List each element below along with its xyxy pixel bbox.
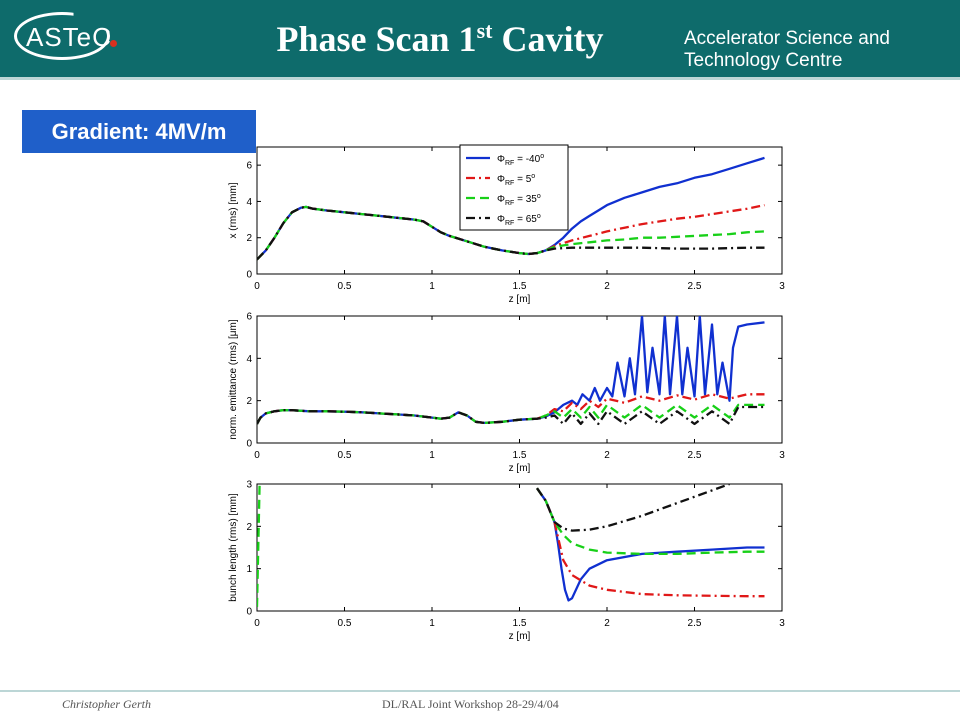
- legend-value: = 5: [514, 174, 531, 185]
- x-tick-label: 3: [779, 618, 785, 629]
- plot-3: 0 0.5 1 1.5 2 2.5 3 0 1 2 3 z [m] bunch length (rms)…: [228, 480, 785, 643]
- legend-value: = 35: [514, 194, 537, 205]
- header-bar: [0, 0, 960, 77]
- series-line-3: [257, 205, 765, 261]
- x-tick-label: 2: [604, 618, 610, 629]
- series-line-4: [536, 484, 730, 532]
- x-tick-label: 1: [429, 618, 435, 629]
- legend-sub: RF: [505, 180, 514, 187]
- footer-author: Christopher Gerth: [62, 697, 152, 711]
- series-line-3: [536, 487, 765, 556]
- y-tick-label: 3: [246, 480, 252, 491]
- y-tick-label: 2: [246, 522, 252, 533]
- legend-value: = -40: [514, 154, 540, 165]
- x-tick-label: 3: [779, 281, 785, 292]
- x-tick-label: 0: [254, 618, 260, 629]
- organization-name: Accelerator Science and Technology Centr…: [684, 28, 890, 71]
- logo-text: ASTeC: [26, 22, 112, 52]
- plot-frame: [256, 483, 783, 612]
- x-axis-label: z [m]: [509, 463, 531, 474]
- footer-divider: [0, 690, 960, 692]
- legend-entry: ΦRF = 5o: [497, 173, 535, 187]
- x-tick-label: 2.5: [688, 450, 702, 461]
- legend-phi: Φ: [497, 194, 505, 205]
- header-divider: [0, 77, 960, 80]
- legend-entry: ΦRF = -40o: [497, 153, 544, 167]
- y-tick-label: 4: [246, 197, 252, 208]
- x-tick-label: 0: [254, 281, 260, 292]
- series-line-1: [536, 487, 765, 602]
- y-tick-label: 0: [246, 607, 252, 618]
- page-title: Phase Scan 1st Cavity: [230, 15, 650, 63]
- legend-phi: Φ: [497, 214, 505, 225]
- y-tick-label: 6: [246, 161, 252, 172]
- x-tick-label: 2: [604, 450, 610, 461]
- logo-ring-icon: [14, 12, 110, 60]
- x-tick-label: 0.5: [338, 450, 352, 461]
- x-tick-label: 0: [254, 450, 260, 461]
- y-axis-label: norm. emittance (rms) [μm]: [228, 319, 239, 439]
- legend-entry: ΦRF = 65o: [497, 213, 541, 227]
- title-superscript: st: [476, 18, 493, 43]
- legend-box: [459, 144, 569, 231]
- legend-sub: RF: [505, 200, 514, 207]
- y-tick-label: 1: [246, 564, 252, 575]
- legend-phi: Φ: [497, 154, 505, 165]
- x-tick-label: 3: [779, 450, 785, 461]
- legend-sub: RF: [505, 160, 514, 167]
- series-line-4: [257, 205, 765, 261]
- x-tick-label: 2: [604, 281, 610, 292]
- legend-degree: o: [537, 193, 541, 200]
- y-axis-label: x (rms) [mm]: [228, 182, 239, 238]
- legend-sub: RF: [505, 220, 514, 227]
- series-line-2: [257, 393, 765, 425]
- legend-phi: Φ: [497, 174, 505, 185]
- series-line-4: [257, 405, 765, 426]
- astec-logo: ASTeC: [14, 12, 124, 64]
- legend-entry: ΦRF = 35o: [497, 193, 541, 207]
- y-tick-label: 6: [246, 312, 252, 323]
- y-tick-label: 2: [246, 396, 252, 407]
- y-tick-label: 0: [246, 270, 252, 281]
- x-tick-label: 2.5: [688, 618, 702, 629]
- logo-dot-icon: [110, 40, 117, 47]
- footer-event: DL/RAL Joint Workshop 28-29/4/04: [382, 697, 559, 711]
- x-axis-label: z [m]: [509, 631, 531, 642]
- x-tick-label: 0.5: [338, 281, 352, 292]
- legend-value: = 65: [514, 214, 537, 225]
- gradient-badge: Gradient: 4MV/m: [22, 110, 256, 153]
- legend-degree: o: [531, 173, 535, 180]
- x-tick-label: 2.5: [688, 281, 702, 292]
- x-axis-label: z [m]: [509, 294, 531, 305]
- plot-2: 0 0.5 1 1.5 2 2.5 3 0 2 4 6 z [m] norm. emittance (r…: [228, 312, 785, 475]
- x-tick-label: 1.5: [513, 281, 527, 292]
- x-tick-label: 0.5: [338, 618, 352, 629]
- x-tick-label: 1: [429, 281, 435, 292]
- legend-degree: o: [537, 213, 541, 220]
- y-tick-label: 2: [246, 233, 252, 244]
- y-tick-label: 0: [246, 439, 252, 450]
- title-main: Phase Scan 1: [276, 19, 477, 59]
- x-tick-label: 1.5: [513, 618, 527, 629]
- y-axis-label: bunch length (rms) [mm]: [228, 493, 239, 602]
- legend-degree: o: [540, 153, 544, 160]
- y-tick-label: 4: [246, 354, 252, 365]
- x-tick-label: 1.5: [513, 450, 527, 461]
- title-tail: Cavity: [492, 19, 604, 59]
- x-tick-label: 1: [429, 450, 435, 461]
